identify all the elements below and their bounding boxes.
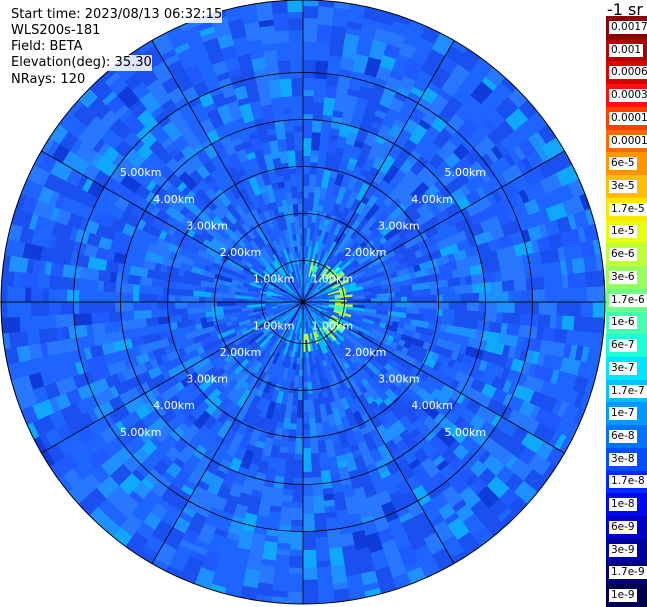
colorbar-tick-label: 0.001 xyxy=(609,43,644,57)
colorbar-tick-label: 3e-9 xyxy=(609,543,637,557)
colorbar-tick-label: 6e-7 xyxy=(609,339,637,353)
field-label: Field: BETA xyxy=(11,39,83,55)
colorbar-tick-label: 0.00017 xyxy=(609,111,647,125)
colorbar-tick-label: 1e-6 xyxy=(609,316,637,330)
colorbar-tick-label: 1.7e-8 xyxy=(609,475,647,489)
range-ring-label: 3.00km xyxy=(186,219,228,232)
range-ring-label: 5.00km xyxy=(445,166,487,179)
colorbar-tick-label: 6e-9 xyxy=(609,520,637,534)
colorbar-tick-label: 0.0017 xyxy=(609,20,647,34)
colorbar-tick-label: 3e-6 xyxy=(609,270,637,284)
colorbar-tick-label: 6e-6 xyxy=(609,248,637,262)
beta-field xyxy=(1,0,605,604)
colorbar: 0.0017 0.001 0.0006 0.0003 0.00017 0.0001 6e-5… xyxy=(606,16,647,607)
spoke-line xyxy=(151,301,304,564)
colorbar-tick-label: 6e-8 xyxy=(609,430,637,444)
instrument-label: WLS200s-181 xyxy=(11,23,101,39)
spoke-line xyxy=(302,301,565,454)
colorbar-tick-label: 0.0003 xyxy=(609,89,647,103)
colorbar-title: -1 sr xyxy=(607,0,643,19)
colorbar-tick-label: 0.0001 xyxy=(609,134,647,148)
spoke-line xyxy=(41,150,304,303)
range-ring-label: 2.00km xyxy=(220,246,262,259)
range-ring-label: 1.00km xyxy=(253,273,295,286)
range-ring-label: 2.00km xyxy=(345,246,387,259)
range-ring-label: 4.00km xyxy=(153,193,195,206)
range-ring-label: 3.00km xyxy=(378,219,420,232)
range-ring-label: 4.00km xyxy=(153,399,195,412)
colorbar-tick-label: 1.7e-9 xyxy=(609,566,647,580)
elevation-label: Elevation(deg): 35.30 xyxy=(11,55,152,71)
range-ring-label: 5.00km xyxy=(120,426,162,439)
range-ring-label: 1.00km xyxy=(253,320,295,333)
colorbar-tick-label: 3e-7 xyxy=(609,361,637,375)
colorbar-tick-label: 3e-8 xyxy=(609,452,637,466)
spoke-line xyxy=(151,40,304,303)
start-time-label: Start time: 2023/08/13 06:32:15 xyxy=(11,7,223,23)
colorbar-tick-label: 1.7e-5 xyxy=(609,202,647,216)
colorbar-tick-label: 1e-5 xyxy=(609,225,637,239)
colorbar-tick-label: 6e-5 xyxy=(609,157,637,171)
colorbar-tick-label: 3e-5 xyxy=(609,179,637,193)
spoke-line xyxy=(302,301,455,564)
colorbar-tick-label: 1.7e-7 xyxy=(609,384,647,398)
colorbar-tick-label: 0.0006 xyxy=(609,66,647,80)
colorbar-tick-label: 1e-7 xyxy=(609,407,637,421)
colorbar-tick-label: 1.7e-6 xyxy=(609,293,647,307)
range-labels: 1.00km 1.00km 1.00km 1.00km 2.00km 2.00km 2.00… xyxy=(120,166,486,439)
colorbar-tick-label: 1e-9 xyxy=(609,589,637,603)
colorbar-tick-label: 1e-8 xyxy=(609,498,637,512)
range-ring-label: 1.00km xyxy=(312,320,354,333)
range-ring-label: 5.00km xyxy=(445,426,487,439)
range-ring-label: 3.00km xyxy=(378,373,420,386)
range-ring-label: 4.00km xyxy=(411,193,453,206)
range-ring-label: 3.00km xyxy=(186,373,228,386)
range-ring-label: 1.00km xyxy=(312,273,354,286)
nrays-label: NRays: 120 xyxy=(11,72,86,88)
ppi-plot: 1.00km 1.00km 1.00km 1.00km 2.00km 2.00km 2.00… xyxy=(0,0,606,605)
range-ring-label: 2.00km xyxy=(345,346,387,359)
spoke-line xyxy=(41,301,304,454)
range-ring-label: 2.00km xyxy=(220,346,262,359)
range-ring-label: 5.00km xyxy=(120,166,162,179)
range-ring-label: 4.00km xyxy=(411,399,453,412)
polar-grid xyxy=(0,0,606,605)
spoke-line xyxy=(302,40,455,303)
spoke-line xyxy=(302,150,565,303)
